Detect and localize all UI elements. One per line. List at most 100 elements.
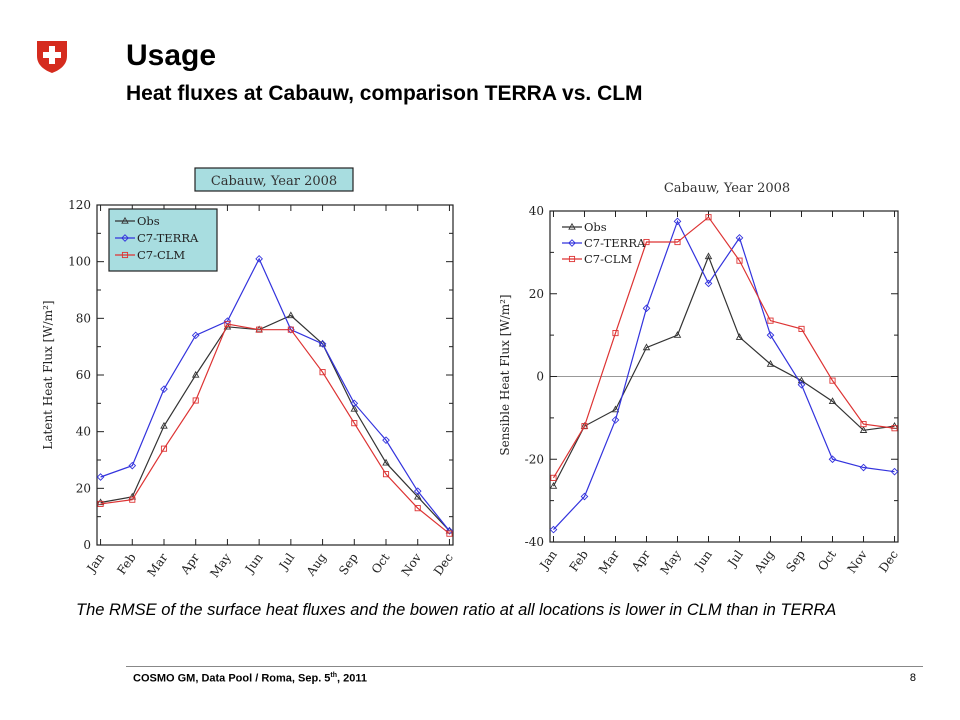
sensible-heat-flux-chart: Cabauw, Year 2008 -40 -20 0 20 40 Jan Feb Mar Apr…: [490, 170, 922, 592]
data-point: [766, 359, 775, 367]
sensible-heat-flux-chart-svg: Cabauw, Year 2008 -40 -20 0 20 40 Jan Feb Mar Apr…: [498, 181, 901, 577]
x-tick-label: Mar: [596, 547, 622, 576]
data-point: [319, 369, 326, 376]
data-point: [350, 399, 359, 408]
x-tick-label: Dec: [876, 547, 901, 574]
y-tick-label: 0: [83, 538, 91, 552]
data-point: [160, 445, 168, 452]
data-point: [798, 325, 805, 332]
y-tick-label: 80: [76, 311, 91, 325]
data-point: [191, 370, 200, 378]
data-point: [191, 331, 200, 340]
data-point: [549, 482, 558, 489]
legend-marker: [568, 239, 576, 247]
series-obs: [96, 311, 454, 534]
series-c7-terra: [549, 217, 899, 534]
x-tick-label: Nov: [844, 548, 870, 576]
data-point: [549, 525, 558, 534]
y-tick-label: 0: [536, 370, 544, 384]
data-point: [581, 423, 588, 430]
slide-title: Usage: [126, 39, 217, 72]
data-point: [797, 380, 806, 389]
data-point: [129, 496, 136, 503]
footer-text-end: , 2011: [337, 672, 368, 685]
footer-superscript: th: [330, 672, 338, 679]
data-point: [382, 458, 390, 466]
x-tick-label: Feb: [567, 547, 592, 574]
data-point: [766, 331, 775, 339]
data-point: [351, 420, 358, 427]
x-tick-label: Sep: [336, 550, 361, 577]
data-point: [128, 461, 137, 470]
page-number: 8: [909, 672, 916, 684]
data-point: [891, 425, 898, 432]
data-point: [160, 385, 168, 394]
x-tick-label: Aug: [303, 550, 329, 579]
data-point: [829, 377, 836, 384]
series-c7-clm: [550, 214, 898, 481]
x-tick-label: Mar: [145, 550, 171, 579]
x-tick-label: Apr: [628, 547, 653, 574]
slide-subtitle: Heat fluxes at Cabauw, comparison TERRA …: [126, 82, 643, 105]
data-point: [413, 487, 422, 496]
data-point: [550, 474, 557, 481]
data-point: [705, 214, 712, 221]
x-tick-label: Jun: [691, 547, 715, 573]
data-point: [736, 257, 743, 264]
x-tick-label: Aug: [751, 547, 777, 576]
data-point: [673, 330, 682, 338]
data-point: [890, 467, 899, 476]
data-point: [382, 471, 390, 478]
data-point: [611, 405, 620, 413]
data-point: [859, 463, 868, 472]
data-point: [580, 492, 589, 501]
data-point: [797, 376, 806, 384]
y-tick-label: 40: [529, 204, 544, 218]
data-point: [642, 343, 651, 351]
chart-title: Cabauw, Year 2008: [211, 174, 337, 189]
data-point: [611, 416, 620, 424]
data-point: [767, 317, 774, 324]
x-tick-label: Jun: [241, 550, 265, 576]
legend-marker: [121, 234, 129, 242]
y-tick-label: -20: [525, 452, 544, 466]
x-tick-label: Jul: [724, 548, 746, 571]
series-line: [100, 314, 450, 532]
legend-label: Obs: [137, 214, 160, 228]
data-point: [287, 325, 295, 334]
x-tick-label: May: [207, 551, 234, 581]
legend-marker: [568, 255, 576, 263]
series-c7-clm: [97, 320, 453, 537]
series-line: [100, 323, 450, 535]
data-point: [674, 238, 681, 246]
data-point: [859, 426, 868, 433]
x-tick-label: Nov: [399, 551, 425, 579]
chart-title-box: [194, 167, 354, 192]
footer-divider: [126, 666, 923, 667]
data-point: [96, 498, 105, 506]
x-tick-label: Jan: [536, 547, 560, 573]
data-point: [673, 217, 682, 226]
data-point: [446, 530, 453, 537]
y-tick-label: 60: [76, 368, 91, 382]
data-point: [256, 326, 263, 333]
x-tick-label: Oct: [369, 551, 393, 577]
data-point: [255, 254, 263, 263]
series-line: [552, 254, 895, 487]
data-point: [642, 304, 651, 313]
series-line: [100, 257, 450, 532]
y-tick-label: 40: [76, 425, 91, 439]
footer-text: COSMO GM, Data Pool / Roma, Sep. 5th, 20…: [133, 672, 367, 685]
legend-marker: [121, 251, 129, 259]
y-axis-label: Sensible Heat Flux [W/m²]: [498, 294, 512, 455]
chart-title: Cabauw, Year 2008: [664, 181, 790, 196]
y-tick-label: 120: [68, 198, 91, 212]
y-tick-label: -40: [525, 535, 544, 549]
x-tick-label: Jan: [83, 550, 107, 576]
legend-label: C7-TERRA: [137, 231, 199, 245]
data-point: [192, 397, 199, 404]
x-tick-label: Jul: [275, 551, 297, 574]
legend-label: C7-CLM: [137, 248, 185, 262]
data-point: [287, 326, 294, 333]
data-point: [287, 311, 295, 319]
